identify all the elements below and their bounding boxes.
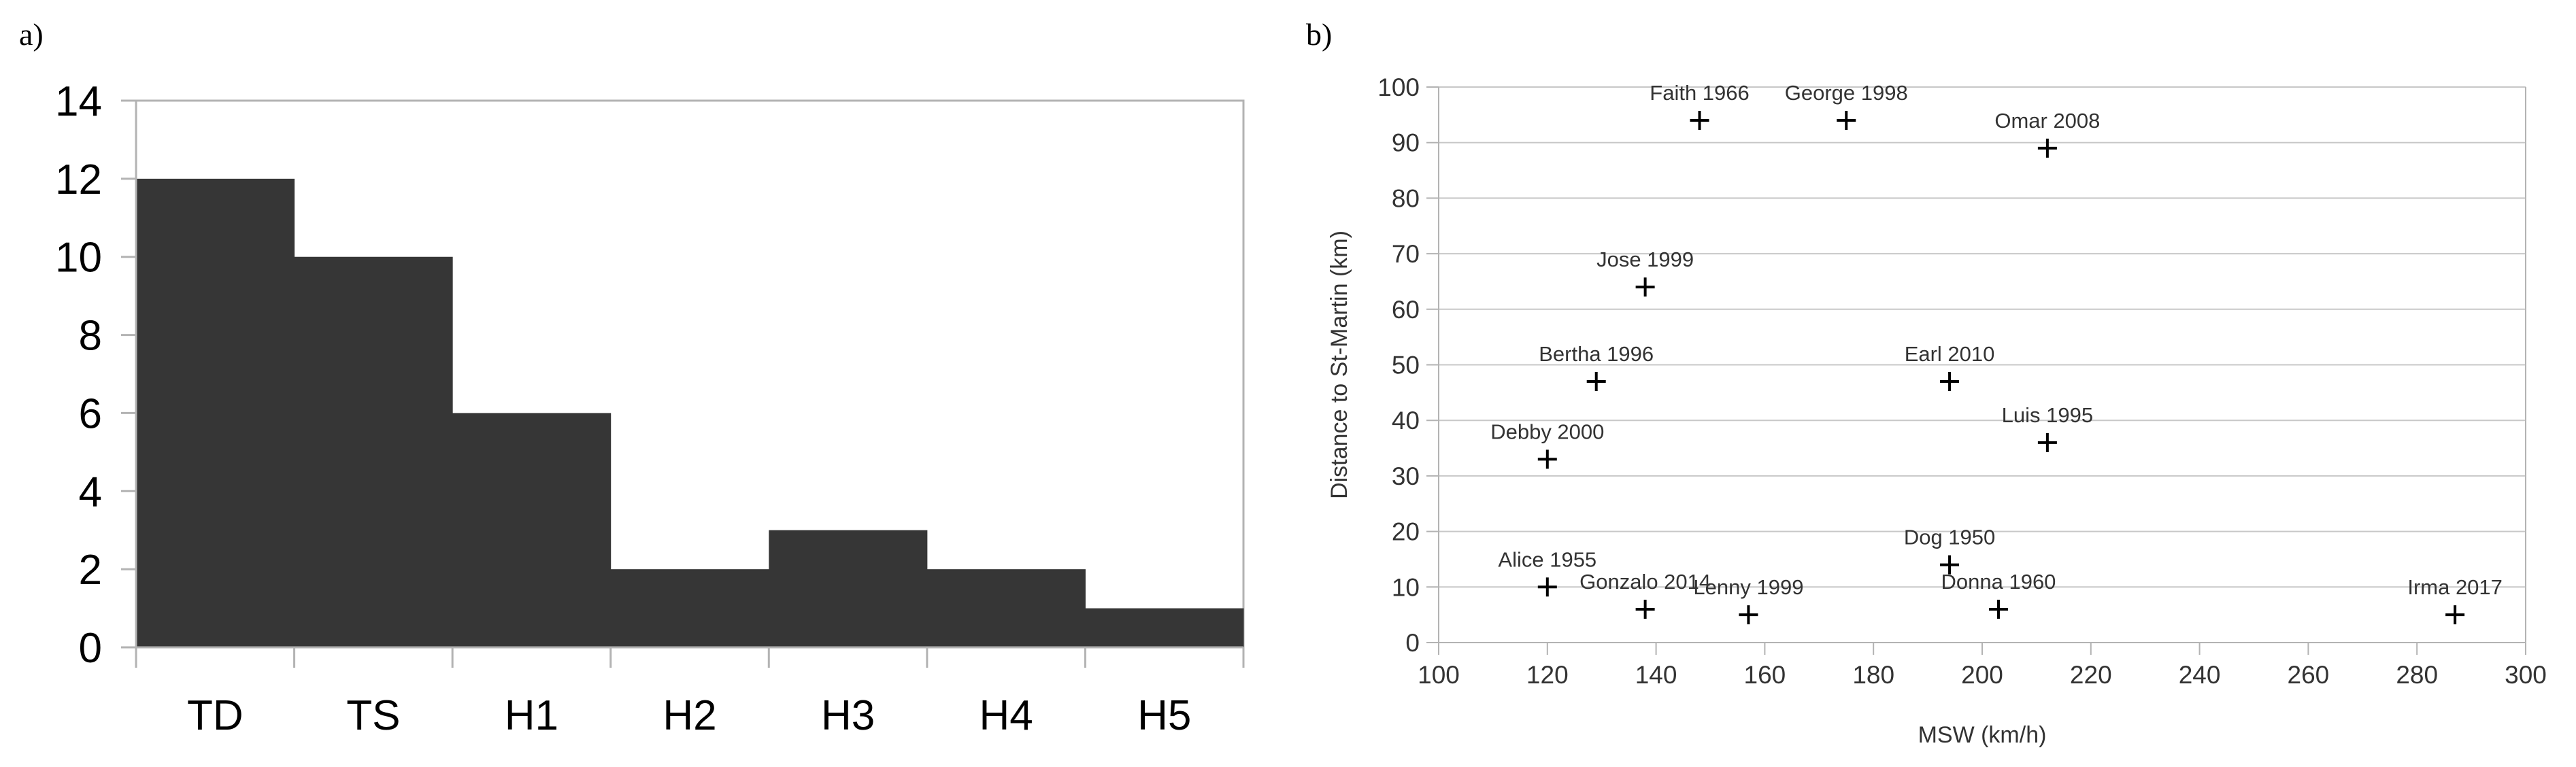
data-point: [2037, 432, 2057, 452]
x-tick-label: 280: [2396, 661, 2438, 689]
panel-label-b: b): [1306, 17, 1333, 52]
data-point: [1690, 111, 1709, 131]
data-point: [1739, 605, 1758, 625]
point-label: Lenny 1999: [1693, 575, 1803, 599]
x-tick-label: TD: [187, 692, 244, 739]
bar: [769, 530, 928, 647]
point-label: Omar 2008: [1994, 109, 2100, 133]
point-label: George 1998: [1785, 81, 1908, 105]
x-tick-label: 240: [2179, 661, 2221, 689]
y-tick-label: 4: [79, 468, 102, 515]
y-tick-label: 60: [1392, 296, 1420, 324]
point-label: Gonzalo 2014: [1579, 570, 1711, 594]
point-label: Debby 2000: [1490, 420, 1604, 443]
point-label: Earl 2010: [1905, 342, 1995, 366]
x-tick-label: TS: [346, 692, 400, 739]
y-tick-label: 50: [1392, 352, 1420, 379]
x-tick-label: 120: [1526, 661, 1569, 689]
data-point: [2445, 605, 2465, 625]
point-label: Faith 1966: [1650, 81, 1750, 105]
point-label: Irma 2017: [2407, 575, 2503, 599]
x-tick-label: H5: [1137, 692, 1191, 739]
y-tick-label: 30: [1392, 462, 1420, 490]
y-tick-label: 12: [55, 156, 102, 203]
y-axis-title: Distance to St-Martin (km): [1326, 231, 1352, 499]
y-tick-label: 0: [1405, 629, 1420, 657]
x-tick-label: H3: [821, 692, 875, 739]
x-tick-label: H2: [663, 692, 716, 739]
bar: [452, 413, 612, 647]
data-point: [1940, 555, 1960, 575]
y-tick-label: 90: [1392, 129, 1420, 157]
point-label: Bertha 1996: [1539, 342, 1654, 366]
data-point: [1837, 111, 1856, 131]
y-tick-label: 80: [1392, 184, 1420, 212]
x-tick-label: 260: [2288, 661, 2330, 689]
x-tick-label: H1: [505, 692, 558, 739]
panel-label-a: a): [19, 17, 44, 52]
y-tick-label: 8: [79, 313, 102, 360]
data-point: [1537, 449, 1557, 469]
x-tick-label: 100: [1418, 661, 1460, 689]
data-point: [1586, 372, 1606, 392]
y-tick-label: 70: [1392, 240, 1420, 268]
x-tick-label: 300: [2505, 661, 2547, 689]
data-point: [1988, 599, 2008, 619]
msw-distance-scatter-chart: 0 10 20 30 40 50 60 70 80 90 100 100 120 140 160 180 200…: [1326, 73, 2547, 748]
y-tick-label: 14: [55, 78, 102, 125]
bar: [610, 569, 769, 647]
data-point: [1635, 599, 1655, 619]
data-point: [1940, 372, 1960, 392]
y-tick-label: 100: [1377, 73, 1420, 101]
category-bar-chart: 0 2 4 6 8 10 12 14 TD TS H1 H2 H3 H4 H5: [55, 78, 1245, 739]
point-label: Alice 1955: [1498, 547, 1596, 571]
bar: [136, 178, 295, 647]
histogram-panel: a) 0 2 4 6 8 10 12 14 TD TS H1 H2 H3 H4 H5: [19, 17, 1245, 739]
bar: [1085, 608, 1244, 647]
point-label: Dog 1950: [1904, 526, 1995, 549]
data-point: [1537, 577, 1557, 597]
y-tick-label: 0: [79, 625, 102, 672]
y-tick-label: 10: [1392, 573, 1420, 601]
data-point: [1635, 277, 1655, 297]
point-label: Jose 1999: [1596, 248, 1694, 271]
x-tick-label: 160: [1744, 661, 1786, 689]
bar: [926, 569, 1086, 647]
x-tick-label: 200: [1961, 661, 2003, 689]
scatter-panel: b) 0 10 20 30 40 50 60 70 80 90 100 100 120 140 160 180…: [1292, 0, 2576, 767]
x-tick-label: 220: [2070, 661, 2112, 689]
x-axis-title: MSW (km/h): [1918, 722, 2047, 748]
y-tick-label: 10: [55, 235, 102, 282]
y-tick-label: 20: [1392, 518, 1420, 546]
y-tick-label: 6: [79, 390, 102, 437]
point-label: Donna 1960: [1941, 570, 2056, 594]
x-tick-label: 180: [1852, 661, 1894, 689]
y-tick-label: 40: [1392, 407, 1420, 434]
data-point: [2037, 138, 2057, 158]
y-tick-label: 2: [79, 547, 102, 594]
x-tick-label: H4: [980, 692, 1033, 739]
point-label: Luis 1995: [2002, 403, 2093, 427]
x-tick-label: 140: [1635, 661, 1677, 689]
bar: [294, 256, 453, 647]
